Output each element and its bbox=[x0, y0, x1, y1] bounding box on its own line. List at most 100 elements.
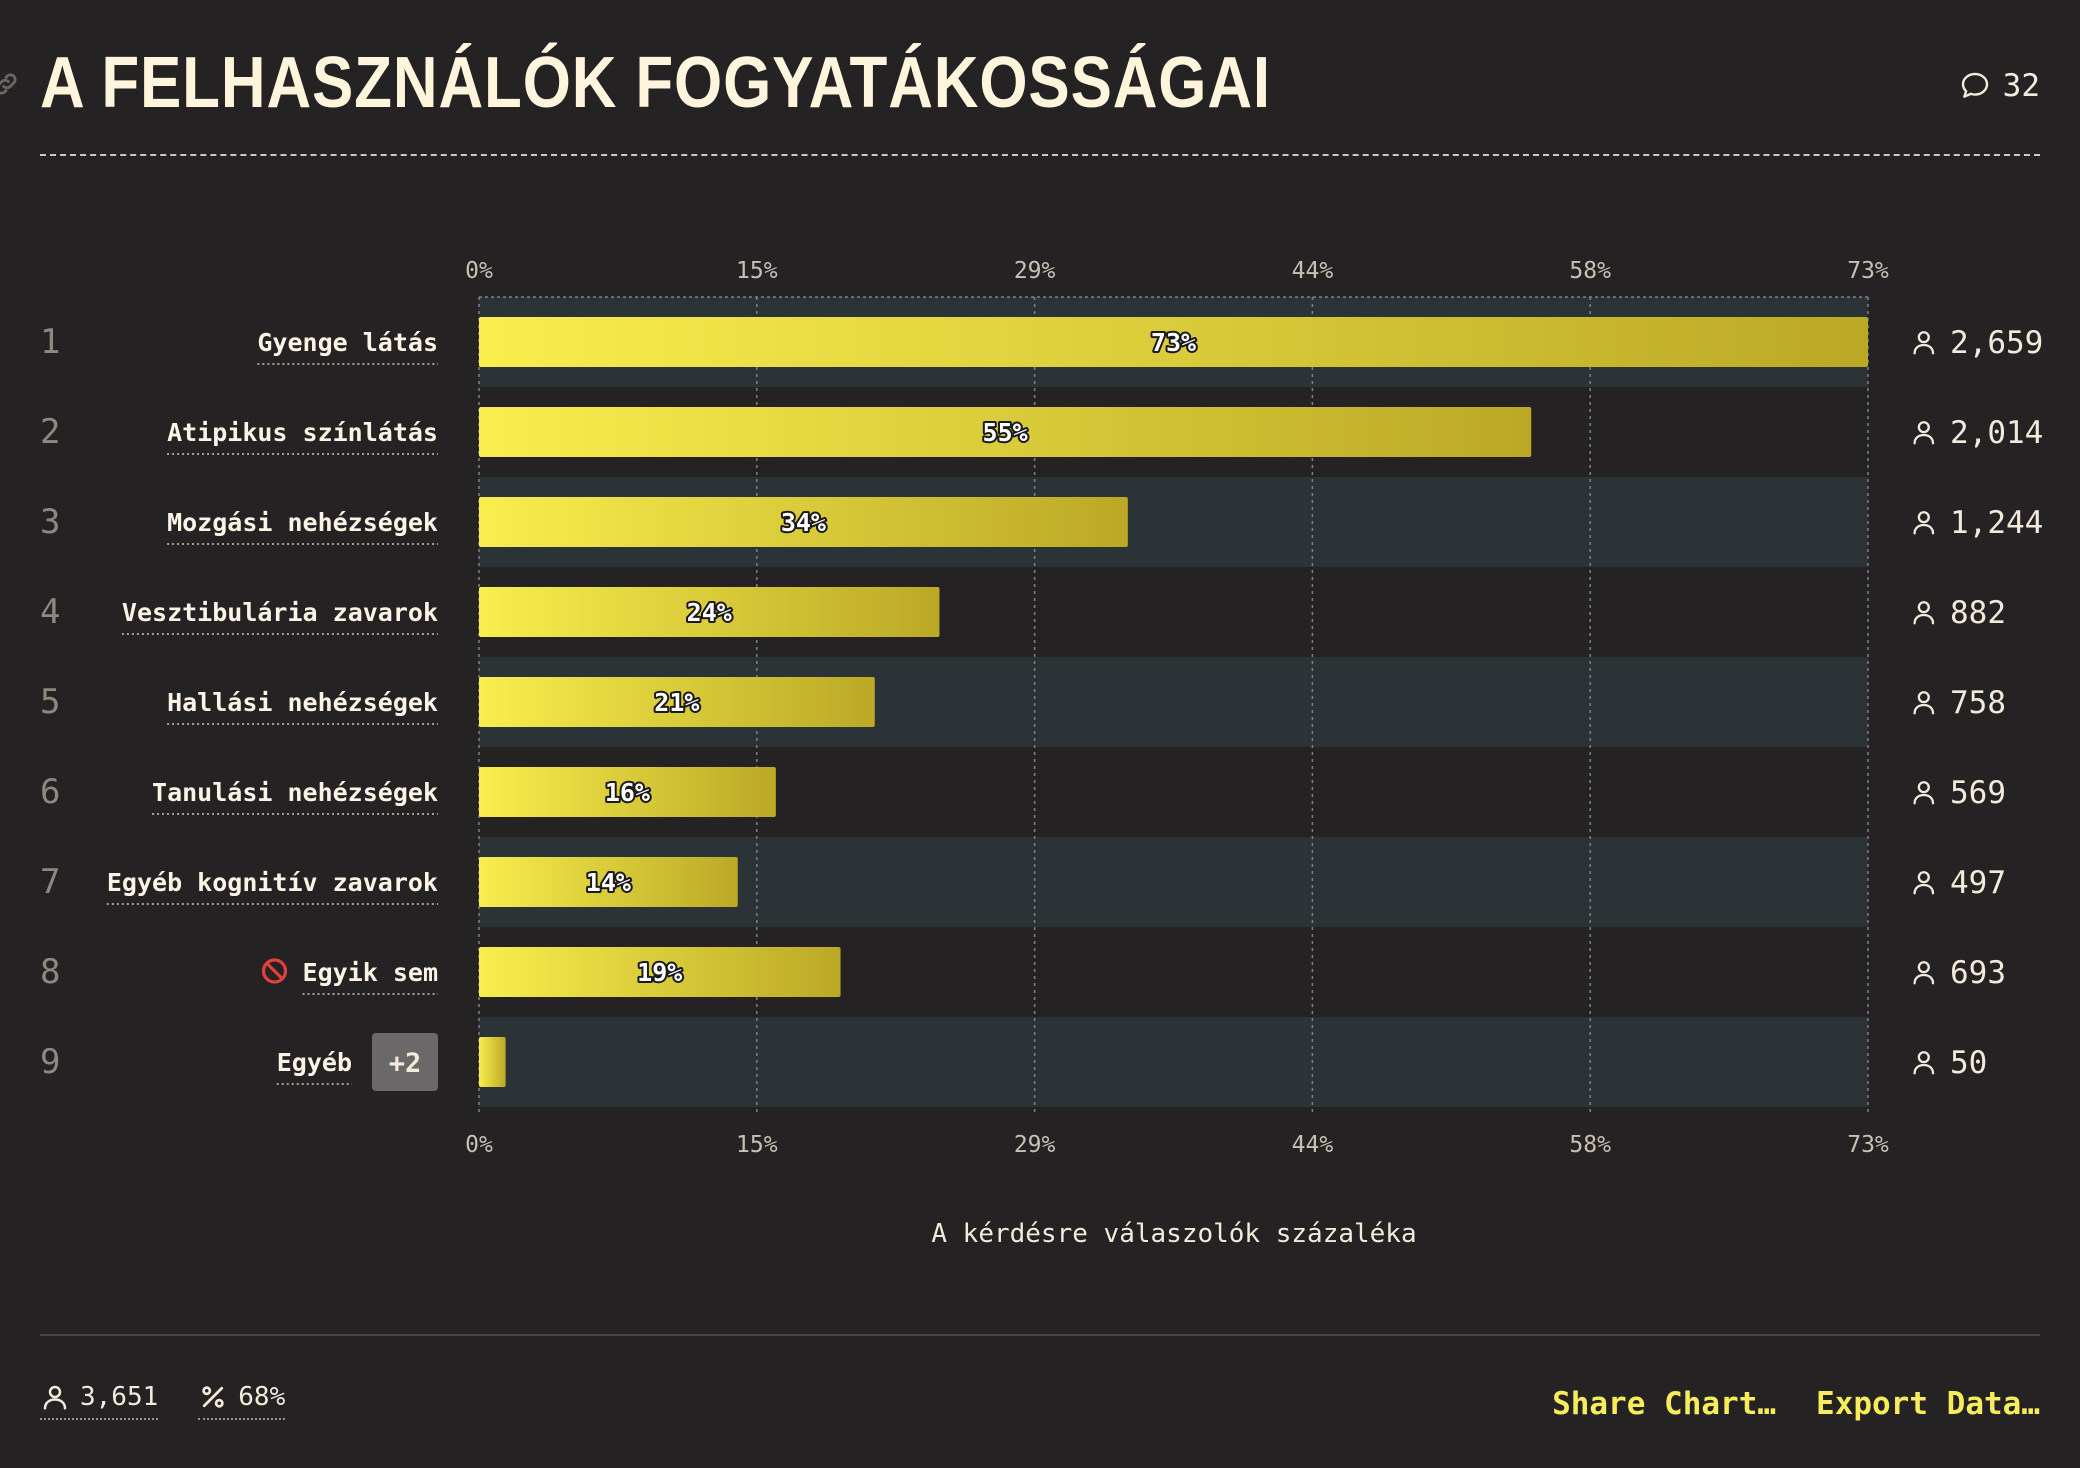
respondents-count: 3,651 bbox=[80, 1382, 159, 1412]
comments-button[interactable]: 32 bbox=[1959, 68, 2040, 104]
prohibited-icon-slash bbox=[265, 962, 284, 980]
person-icon bbox=[1913, 961, 1935, 985]
person-icon bbox=[1913, 781, 1935, 805]
respondent-count: 2,014 bbox=[1950, 415, 2043, 451]
footer-divider bbox=[40, 1334, 2040, 1336]
bar[interactable] bbox=[479, 677, 875, 727]
bar[interactable] bbox=[479, 317, 1868, 367]
percent-icon bbox=[202, 1386, 225, 1408]
bar[interactable] bbox=[479, 767, 776, 817]
page-title: A FELHASZNÁLÓK FOGYATÁKOSSÁGAI bbox=[40, 43, 1271, 123]
person-icon-body bbox=[1913, 703, 1935, 715]
x-tick-label-bottom: 15% bbox=[736, 1132, 778, 1158]
comment-icon bbox=[1961, 72, 1988, 98]
person-icon bbox=[1913, 601, 1935, 625]
person-icon-body bbox=[1913, 1063, 1935, 1075]
x-tick-label-bottom: 0% bbox=[465, 1132, 493, 1158]
export-data-button[interactable]: Export Data… bbox=[1816, 1386, 2040, 1422]
person-icon bbox=[1913, 1051, 1935, 1075]
footer-stats: 3,651 68% bbox=[40, 1382, 286, 1420]
bar-value-label: 16% bbox=[605, 778, 650, 807]
category-label[interactable]: Egyik sem bbox=[303, 958, 438, 987]
category-label[interactable]: Hallási nehézségek bbox=[167, 688, 438, 717]
person-icon-body bbox=[1913, 613, 1935, 625]
footer-actions: Share Chart… Export Data… bbox=[1552, 1386, 2040, 1422]
category-label[interactable]: Tanulási nehézségek bbox=[152, 778, 438, 807]
x-tick-label-bottom: 73% bbox=[1847, 1132, 1889, 1158]
respondent-count: 758 bbox=[1950, 685, 2006, 721]
bar-value-label: 19% bbox=[637, 958, 682, 987]
bar[interactable] bbox=[479, 947, 841, 997]
respondent-count: 882 bbox=[1950, 595, 2006, 631]
bar-value-label: 55% bbox=[983, 418, 1028, 447]
person-icon-body bbox=[1913, 883, 1935, 895]
bar[interactable] bbox=[479, 1037, 506, 1087]
response-rate-value: 68% bbox=[238, 1382, 286, 1412]
category-label[interactable]: Mozgási nehézségek bbox=[167, 508, 438, 537]
person-icon-body bbox=[1913, 973, 1935, 985]
x-tick-label-top: 29% bbox=[1014, 258, 1056, 284]
bar[interactable] bbox=[479, 497, 1128, 547]
respondent-count: 569 bbox=[1950, 775, 2006, 811]
bar[interactable] bbox=[479, 407, 1532, 457]
person-icon bbox=[43, 1385, 67, 1410]
category-label[interactable]: Atipikus színlátás bbox=[167, 418, 438, 447]
category-label[interactable]: Egyéb bbox=[277, 1048, 352, 1077]
bar-value-label: 21% bbox=[654, 688, 699, 717]
x-tick-label-top: 73% bbox=[1847, 258, 1889, 284]
respondent-count: 1,244 bbox=[1950, 505, 2043, 541]
row-rank: 8 bbox=[40, 952, 60, 992]
row-rank: 4 bbox=[40, 592, 60, 632]
person-icon-body bbox=[1913, 433, 1935, 445]
respondents-stat[interactable]: 3,651 bbox=[40, 1382, 159, 1420]
bar[interactable] bbox=[479, 587, 940, 637]
prohibited-icon-ring bbox=[261, 958, 288, 984]
x-axis-label: A kérdésre válaszolók százaléka bbox=[931, 1219, 1416, 1249]
row-rank: 3 bbox=[40, 502, 60, 542]
row-stripe bbox=[479, 1017, 1868, 1107]
person-icon-head bbox=[1917, 1051, 1930, 1064]
respondent-count: 497 bbox=[1950, 865, 2006, 901]
person-icon bbox=[1913, 331, 1935, 355]
person-icon-body bbox=[1913, 793, 1935, 805]
bar-value-label: 73% bbox=[1151, 328, 1196, 357]
link-icon[interactable] bbox=[0, 70, 20, 98]
category-label[interactable]: Gyenge látás bbox=[257, 328, 438, 357]
x-tick-label-bottom: 58% bbox=[1569, 1132, 1611, 1158]
respondent-count: 2,659 bbox=[1950, 325, 2043, 361]
person-icon bbox=[1913, 511, 1935, 535]
response-rate-stat[interactable]: 68% bbox=[198, 1382, 286, 1420]
person-icon bbox=[1913, 421, 1935, 445]
row-rank: 9 bbox=[40, 1042, 60, 1082]
bar-value-label: 14% bbox=[586, 868, 631, 897]
person-icon-head bbox=[1917, 421, 1930, 434]
person-icon-head bbox=[1917, 781, 1930, 794]
x-tick-label-top: 58% bbox=[1569, 258, 1611, 284]
person-icon-head bbox=[1917, 601, 1930, 614]
row-rank: 6 bbox=[40, 772, 60, 812]
row-rank: 1 bbox=[40, 322, 60, 362]
prohibited-icon bbox=[261, 958, 288, 984]
row-rank: 7 bbox=[40, 862, 60, 902]
row-rank: 2 bbox=[40, 412, 60, 452]
person-icon bbox=[1913, 871, 1935, 895]
comment-count: 32 bbox=[2002, 68, 2040, 104]
row-rank: 5 bbox=[40, 682, 60, 722]
category-label[interactable]: Vesztibulária zavarok bbox=[122, 598, 438, 627]
bar[interactable] bbox=[479, 857, 738, 907]
x-tick-label-bottom: 44% bbox=[1292, 1132, 1334, 1158]
person-icon-body bbox=[1913, 343, 1935, 355]
category-label[interactable]: Egyéb kognitív zavarok bbox=[107, 868, 438, 897]
x-tick-label-bottom: 29% bbox=[1014, 1132, 1056, 1158]
person-icon-head bbox=[1917, 511, 1930, 524]
more-badge[interactable] bbox=[372, 1033, 438, 1091]
x-tick-label-top: 44% bbox=[1292, 258, 1334, 284]
bar-value-label: 34% bbox=[781, 508, 826, 537]
bar-value-label: 24% bbox=[687, 598, 732, 627]
title-divider bbox=[40, 154, 2040, 156]
x-tick-label-top: 0% bbox=[465, 258, 493, 284]
share-chart-button[interactable]: Share Chart… bbox=[1552, 1386, 1777, 1422]
respondent-count: 693 bbox=[1950, 955, 2006, 991]
person-icon-head bbox=[1917, 871, 1930, 884]
